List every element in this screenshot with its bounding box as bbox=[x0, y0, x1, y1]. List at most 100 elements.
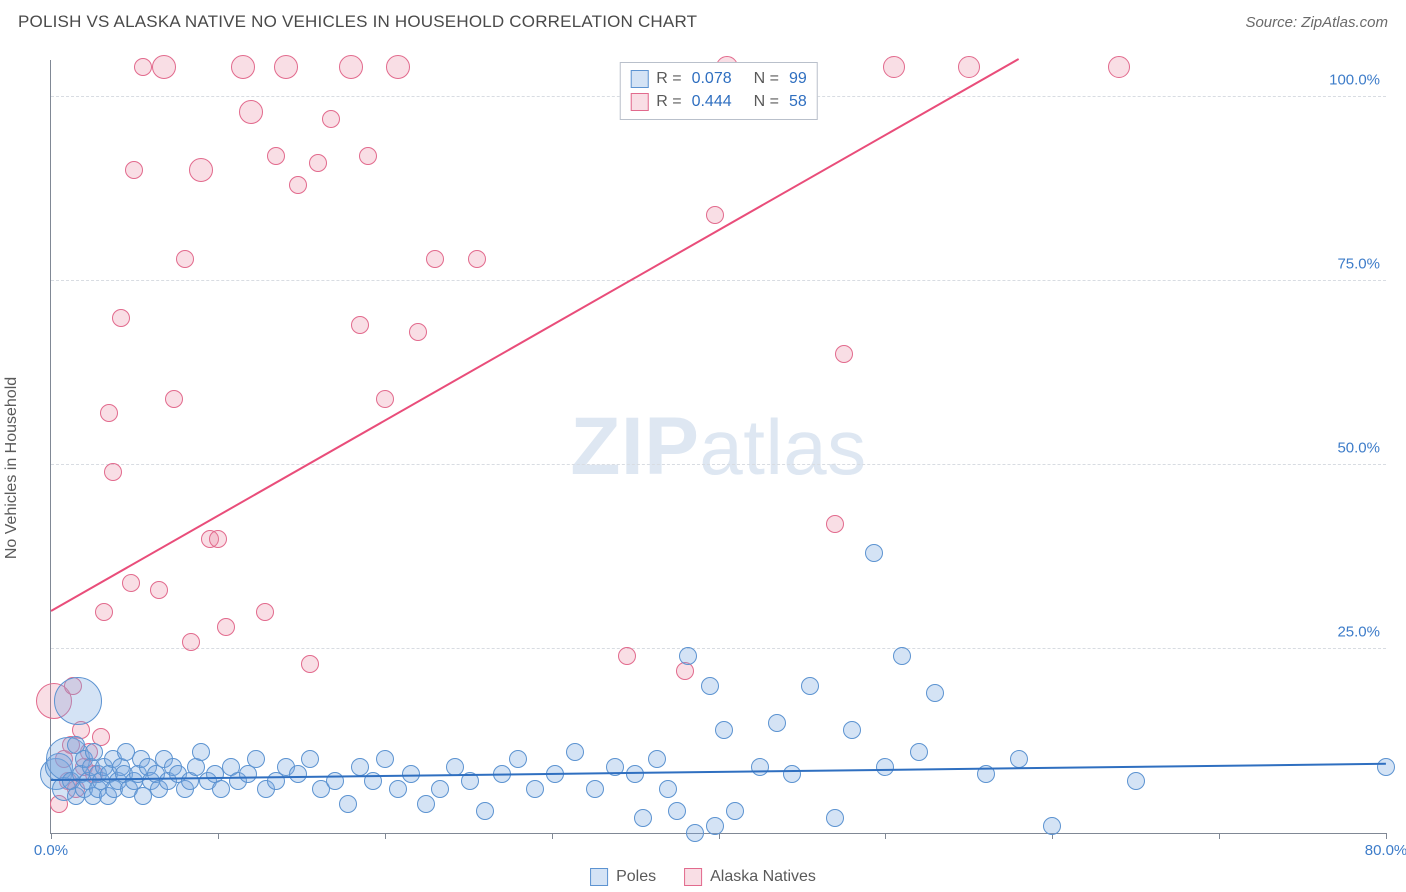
alaska-point bbox=[231, 55, 255, 79]
bottom-legend: Poles Alaska Natives bbox=[590, 868, 816, 886]
poles-point bbox=[431, 780, 449, 798]
alaska-point bbox=[150, 581, 168, 599]
watermark: ZIPatlas bbox=[570, 400, 866, 494]
alaska-point bbox=[122, 574, 140, 592]
x-tick-label: 80.0% bbox=[1365, 842, 1406, 859]
alaska-point bbox=[274, 55, 298, 79]
legend-label-alaska: Alaska Natives bbox=[710, 868, 816, 886]
alaska-regression-line bbox=[51, 58, 1020, 612]
r-value: 0.444 bbox=[692, 90, 732, 113]
r-value: 0.078 bbox=[692, 67, 732, 90]
poles-point bbox=[417, 795, 435, 813]
n-label: N = bbox=[754, 90, 779, 113]
poles-point bbox=[783, 765, 801, 783]
poles-point bbox=[659, 780, 677, 798]
plot-area: ZIPatlas 25.0%50.0%75.0%100.0%0.0%80.0%R… bbox=[50, 60, 1386, 834]
alaska-point bbox=[468, 250, 486, 268]
swatch-poles bbox=[590, 868, 608, 886]
alaska-point bbox=[152, 55, 176, 79]
gridline bbox=[51, 648, 1386, 649]
poles-point bbox=[876, 758, 894, 776]
chart-header: POLISH VS ALASKA NATIVE NO VEHICLES IN H… bbox=[0, 0, 1406, 44]
alaska-point bbox=[351, 316, 369, 334]
r-label: R = bbox=[656, 90, 681, 113]
poles-point bbox=[701, 677, 719, 695]
poles-point bbox=[212, 780, 230, 798]
poles-point bbox=[706, 817, 724, 835]
y-tick-label: 75.0% bbox=[1337, 255, 1380, 272]
stats-box: R = 0.078 N = 99 R = 0.444 N = 58 bbox=[619, 62, 818, 120]
alaska-point bbox=[176, 250, 194, 268]
n-value: 99 bbox=[789, 67, 807, 90]
poles-point bbox=[843, 721, 861, 739]
legend-item-poles: Poles bbox=[590, 868, 656, 886]
watermark-atlas: atlas bbox=[699, 403, 866, 491]
r-label: R = bbox=[656, 67, 681, 90]
x-tick bbox=[552, 833, 553, 839]
alaska-point bbox=[182, 633, 200, 651]
alaska-point bbox=[112, 309, 130, 327]
x-tick bbox=[218, 833, 219, 839]
poles-point bbox=[1043, 817, 1061, 835]
alaska-point bbox=[706, 206, 724, 224]
alaska-point bbox=[359, 147, 377, 165]
alaska-point bbox=[165, 390, 183, 408]
swatch-alaska bbox=[630, 93, 648, 111]
legend-item-alaska: Alaska Natives bbox=[684, 868, 816, 886]
alaska-point bbox=[301, 655, 319, 673]
alaska-point bbox=[134, 58, 152, 76]
poles-point bbox=[339, 795, 357, 813]
legend-label-poles: Poles bbox=[616, 868, 656, 886]
poles-point bbox=[54, 677, 102, 725]
poles-point bbox=[1377, 758, 1395, 776]
alaska-point bbox=[883, 56, 905, 78]
alaska-point bbox=[289, 176, 307, 194]
poles-point bbox=[679, 647, 697, 665]
poles-point bbox=[751, 758, 769, 776]
y-tick-label: 25.0% bbox=[1337, 623, 1380, 640]
poles-point bbox=[801, 677, 819, 695]
alaska-point bbox=[958, 56, 980, 78]
poles-point bbox=[726, 802, 744, 820]
poles-point bbox=[526, 780, 544, 798]
poles-point bbox=[247, 750, 265, 768]
alaska-point bbox=[104, 463, 122, 481]
n-label: N = bbox=[754, 67, 779, 90]
alaska-point bbox=[125, 161, 143, 179]
poles-point bbox=[289, 765, 307, 783]
y-tick-label: 50.0% bbox=[1337, 439, 1380, 456]
x-tick bbox=[51, 833, 52, 839]
poles-point bbox=[301, 750, 319, 768]
chart-title: POLISH VS ALASKA NATIVE NO VEHICLES IN H… bbox=[18, 12, 697, 32]
alaska-point bbox=[835, 345, 853, 363]
x-tick bbox=[385, 833, 386, 839]
n-value: 58 bbox=[789, 90, 807, 113]
alaska-point bbox=[100, 404, 118, 422]
swatch-alaska bbox=[684, 868, 702, 886]
poles-point bbox=[648, 750, 666, 768]
alaska-point bbox=[256, 603, 274, 621]
poles-point bbox=[586, 780, 604, 798]
alaska-point bbox=[1108, 56, 1130, 78]
poles-point bbox=[715, 721, 733, 739]
poles-point bbox=[476, 802, 494, 820]
stats-row-poles: R = 0.078 N = 99 bbox=[630, 67, 807, 90]
poles-point bbox=[865, 544, 883, 562]
poles-point bbox=[910, 743, 928, 761]
poles-point bbox=[1127, 772, 1145, 790]
x-tick bbox=[885, 833, 886, 839]
stats-row-alaska: R = 0.444 N = 58 bbox=[630, 90, 807, 113]
poles-point bbox=[566, 743, 584, 761]
poles-point bbox=[389, 780, 407, 798]
alaska-point bbox=[309, 154, 327, 172]
poles-point bbox=[626, 765, 644, 783]
alaska-point bbox=[409, 323, 427, 341]
gridline bbox=[51, 280, 1386, 281]
alaska-point bbox=[426, 250, 444, 268]
alaska-point bbox=[618, 647, 636, 665]
alaska-point bbox=[339, 55, 363, 79]
source-label: Source: ZipAtlas.com bbox=[1245, 14, 1388, 31]
alaska-point bbox=[217, 618, 235, 636]
alaska-point bbox=[95, 603, 113, 621]
poles-point bbox=[376, 750, 394, 768]
